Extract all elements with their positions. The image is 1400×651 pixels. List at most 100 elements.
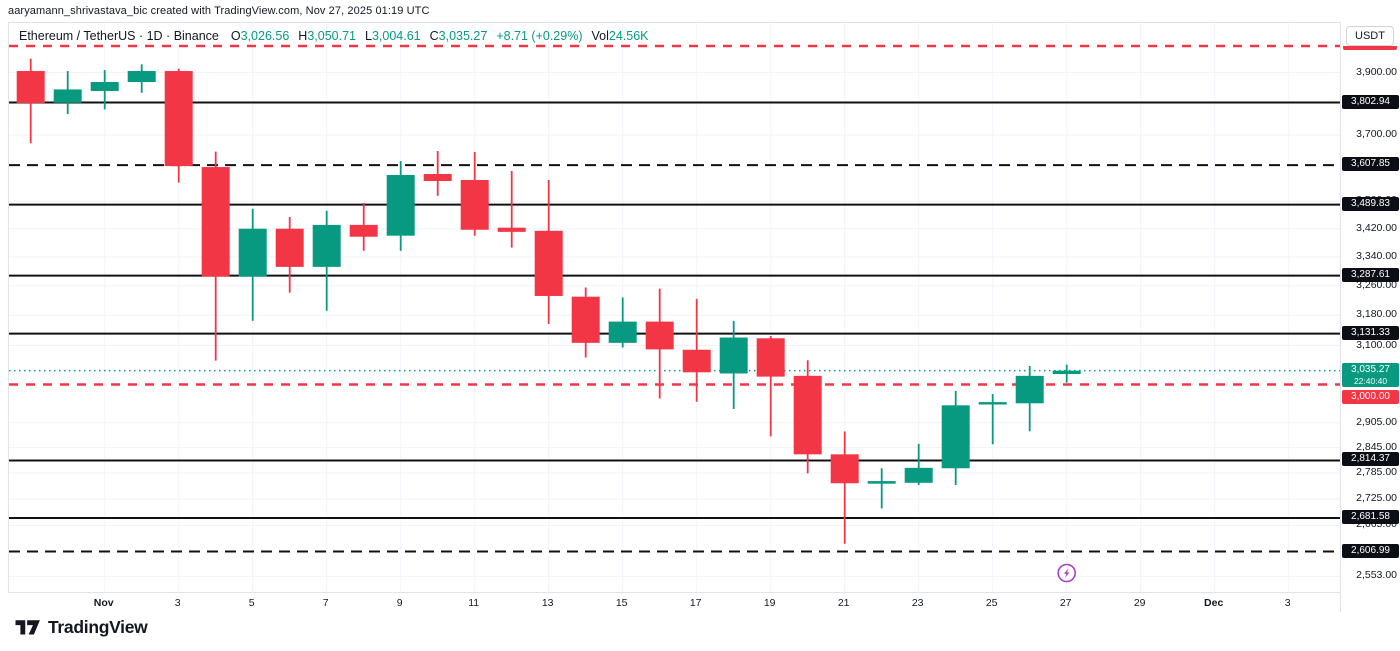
price-level-badge-3,131.33: 3,131.33 — [1342, 325, 1399, 340]
volume-value: 24.56K — [608, 29, 649, 43]
candle-body-Nov-10 — [423, 174, 452, 182]
low-value: 3,004.61 — [371, 29, 421, 43]
high-value: 3,050.71 — [307, 29, 356, 43]
low-label: L — [364, 29, 372, 43]
candle-body-Nov-24 — [941, 405, 970, 469]
candle-body-Oct-30 — [16, 71, 45, 104]
open-value: 3,026.56 — [240, 29, 290, 43]
price-level-badge-2,681.58: 2,681.58 — [1342, 509, 1399, 524]
candle-body-Nov-7 — [312, 224, 341, 267]
close-label: C — [429, 29, 439, 43]
candle-body-Nov-26 — [1015, 375, 1044, 404]
price-level-badge-3,287.61: 3,287.61 — [1342, 267, 1399, 282]
price-level-badge-3,607.85: 3,607.85 — [1342, 157, 1399, 172]
price-level-badge-3,802.94: 3,802.94 — [1342, 94, 1399, 109]
candle-body-Nov-19 — [756, 338, 785, 377]
candle-body-Nov-21 — [830, 454, 859, 484]
price-axis[interactable]: USDT 3,900.003,700.003,500.003,420.003,3… — [1340, 22, 1400, 612]
price-tick-3,900.00: 3,900.00 — [1356, 65, 1397, 78]
candle-body-Nov-15 — [608, 321, 637, 343]
ohlc-open: O 3,026.56 — [231, 29, 289, 43]
date-tick-Nov-2: Nov — [93, 597, 114, 609]
time-axis[interactable]: Nov 3 5 7 9 11 13 15 17 19 21 23 25 27 29 Dec 3 — [8, 592, 1340, 614]
candle-body-Nov-18 — [719, 337, 748, 374]
candle-body-Nov-11 — [460, 180, 489, 230]
price-level-badge-3,489.83: 3,489.83 — [1342, 196, 1399, 211]
date-tick-27-28: 27 — [1059, 597, 1072, 609]
candle-body-Nov-22 — [867, 481, 896, 484]
price-tick-3,260.00: 3,260.00 — [1356, 278, 1397, 291]
date-tick-19-20: 19 — [763, 597, 776, 609]
date-tick-3-34: 3 — [1284, 597, 1291, 609]
price-level-badge-2,606.99: 2,606.99 — [1342, 543, 1399, 558]
price-tick-2,785.00: 2,785.00 — [1356, 465, 1397, 478]
date-tick-29-30: 29 — [1133, 597, 1146, 609]
candle-body-Nov-12 — [497, 227, 526, 232]
lightning-bolt-glyph — [1063, 568, 1070, 578]
candle-body-Nov-20 — [793, 375, 822, 455]
candle-body-Nov-16 — [645, 321, 674, 350]
change-value: +8.71 (+0.29%) — [496, 29, 583, 43]
candle-body-Nov-23 — [904, 467, 933, 483]
ohlc-low: L 3,004.61 — [365, 29, 421, 43]
date-tick-23-24: 23 — [911, 597, 924, 609]
price-tick-2,553.00: 2,553.00 — [1356, 569, 1397, 582]
candle-body-Nov-14 — [571, 296, 600, 343]
attribution-text: aaryamann_shrivastava_bic created with T… — [8, 5, 430, 17]
candle-body-Nov-5 — [238, 228, 267, 277]
candle-body-Nov-2 — [127, 71, 156, 83]
price-tick-3,180.00: 3,180.00 — [1356, 308, 1397, 321]
symbol-legend: Ethereum / TetherUS · 1D · Binance O 3,02… — [19, 29, 649, 43]
price-tick-2,905.00: 2,905.00 — [1356, 415, 1397, 428]
candle-body-Oct-31 — [53, 89, 82, 103]
date-tick-25-26: 25 — [985, 597, 998, 609]
symbol-title: Ethereum / TetherUS · 1D · Binance — [19, 29, 219, 43]
price-tick-3,100.00: 3,100.00 — [1356, 338, 1397, 351]
price-tick-3,340.00: 3,340.00 — [1356, 249, 1397, 262]
date-tick-11-12: 11 — [468, 597, 480, 609]
ohlc-high: H 3,050.71 — [298, 29, 356, 43]
date-tick-9-10: 9 — [396, 597, 403, 609]
candlestick-plot[interactable] — [9, 23, 1341, 593]
tradingview-logo-icon — [15, 620, 40, 635]
last-price-badge: 3,035.27 22:40:40 — [1342, 362, 1399, 387]
alert-line-axis-sliver — [1343, 46, 1397, 50]
candle-body-Nov-3 — [164, 71, 193, 167]
date-tick-3-4: 3 — [174, 597, 181, 609]
date-tick-Dec-32: Dec — [1204, 597, 1224, 609]
date-tick-7-8: 7 — [322, 597, 329, 609]
candle-body-Nov-27 — [1052, 370, 1081, 375]
date-tick-5-6: 5 — [248, 597, 255, 609]
price-tick-3,420.00: 3,420.00 — [1356, 221, 1397, 234]
date-tick-15-16: 15 — [615, 597, 628, 609]
ohlc-close: C 3,035.27 — [430, 29, 488, 43]
price-level-badge-3,000.00: 3,000.00 — [1342, 390, 1399, 404]
high-label: H — [298, 29, 308, 43]
price-tick-2,845.00: 2,845.00 — [1356, 440, 1397, 453]
bar-close-countdown: 22:40:40 — [1353, 375, 1388, 386]
candle-body-Nov-4 — [201, 167, 230, 277]
candle-body-Nov-25 — [978, 402, 1007, 405]
close-value: 3,035.27 — [438, 29, 488, 43]
last-price-value: 3,035.27 — [1351, 363, 1390, 375]
candle-body-Nov-1 — [90, 82, 119, 91]
tradingview-logo[interactable]: TradingView — [14, 616, 148, 638]
date-tick-21-22: 21 — [837, 597, 850, 609]
candle-body-Nov-9 — [386, 175, 415, 236]
candle-body-Nov-6 — [275, 228, 304, 267]
candle-body-Nov-8 — [349, 224, 378, 237]
price-tick-3,700.00: 3,700.00 — [1356, 128, 1397, 141]
open-label: O — [230, 29, 241, 43]
candle-body-Nov-13 — [534, 230, 563, 296]
tradingview-logo-text: TradingView — [48, 616, 148, 637]
date-tick-17-18: 17 — [689, 597, 702, 609]
candle-body-Nov-17 — [682, 349, 711, 373]
date-tick-13-14: 13 — [541, 597, 554, 609]
currency-toggle-button[interactable]: USDT — [1346, 26, 1394, 46]
price-level-badge-2,814.37: 2,814.37 — [1342, 452, 1399, 467]
volume-label: Vol — [591, 29, 609, 43]
price-tick-2,725.00: 2,725.00 — [1356, 491, 1397, 504]
volume: Vol 24.56K — [591, 29, 648, 43]
chart-canvas[interactable]: Ethereum / TetherUS · 1D · Binance O 3,02… — [8, 22, 1341, 593]
